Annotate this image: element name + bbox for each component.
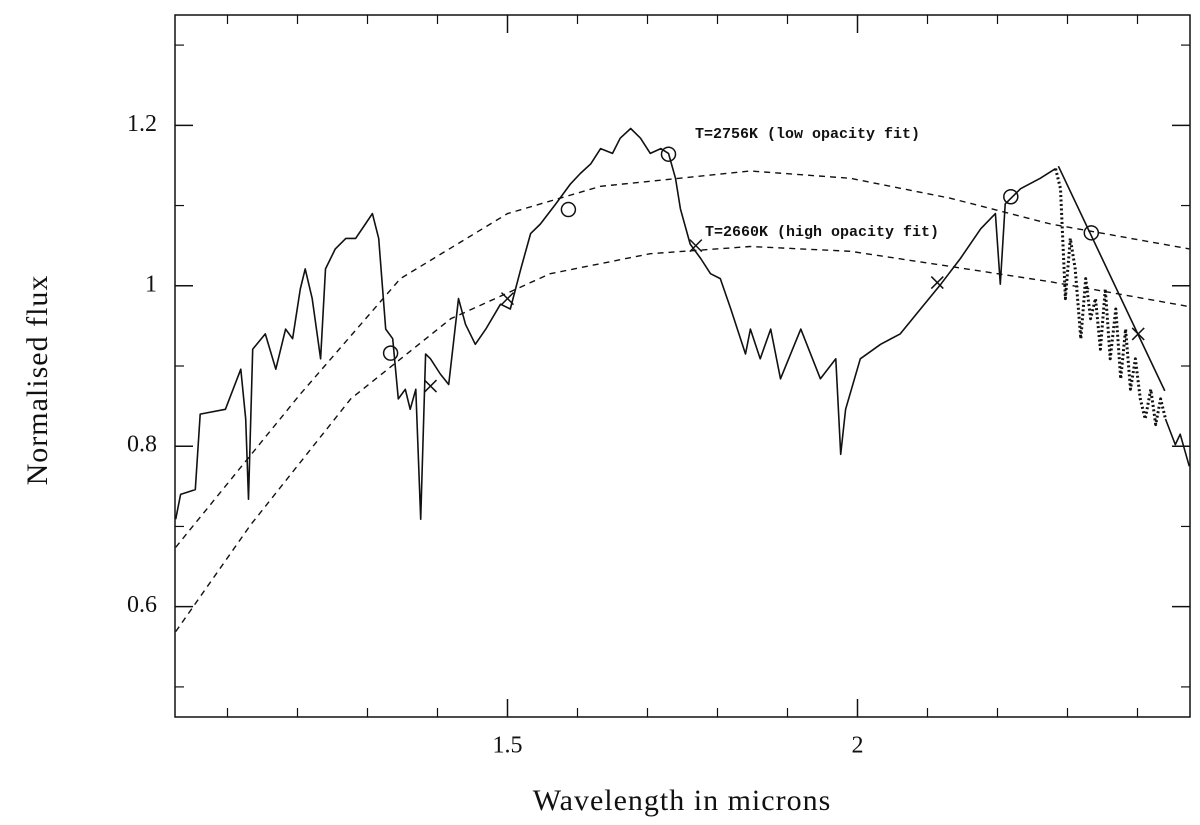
plot-frame — [174, 14, 1191, 718]
cross-marker — [423, 379, 438, 393]
circle-marker — [660, 146, 677, 162]
spectrum-line — [1057, 165, 1166, 392]
y-tick-label: 0.6 — [127, 592, 157, 618]
circle-marker — [1083, 225, 1100, 241]
x-tick-label: 2 — [852, 733, 864, 759]
x-tick-label: 1.5 — [493, 733, 523, 759]
y-tick-label: 0.8 — [127, 432, 157, 458]
spectrum-line — [175, 245, 1190, 633]
y-axis-label: Normalised flux — [21, 275, 54, 486]
cross-marker — [930, 276, 944, 290]
cross-marker — [500, 292, 515, 306]
circle-marker — [1003, 188, 1019, 205]
x-axis-label: Wavelength in microns — [533, 784, 832, 817]
spectrum-line — [1054, 168, 1167, 427]
cross-marker — [689, 239, 703, 253]
y-tick-label: 1.2 — [127, 111, 157, 137]
spectrum-line — [175, 170, 1190, 548]
circle-marker — [560, 201, 577, 218]
cross-marker — [1131, 327, 1145, 341]
y-tick-label: 1 — [145, 271, 157, 297]
spectrum-line — [174, 127, 1191, 520]
circle-marker — [382, 345, 399, 361]
annotation: T=2660K (high opacity fit) — [705, 224, 939, 241]
annotation: T=2756K (low opacity fit) — [695, 126, 920, 143]
